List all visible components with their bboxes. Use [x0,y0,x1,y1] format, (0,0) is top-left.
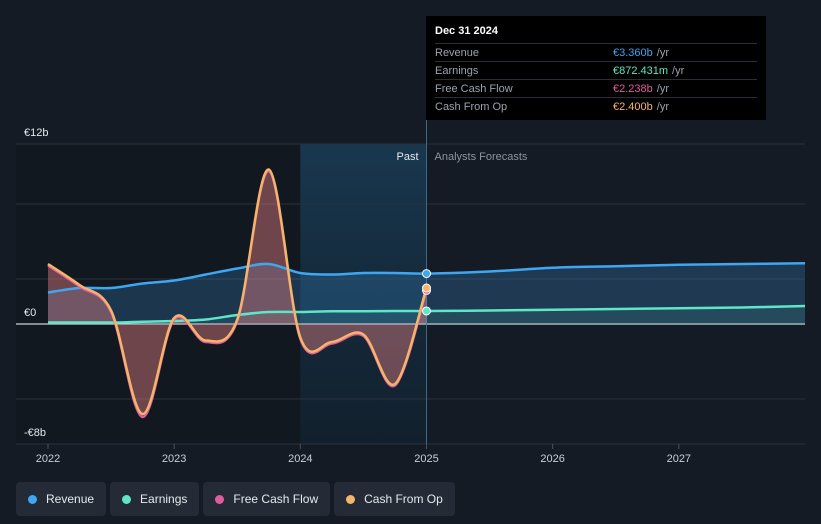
y-label-zero: €0 [24,307,36,319]
tooltip-label: Free Cash Flow [435,82,513,95]
free-cash-flow-dot-icon [215,494,225,504]
cash-from-op-dot-icon [346,494,356,504]
tooltip-value: €872.431m [613,64,669,77]
legend-item-revenue[interactable]: Revenue [16,482,107,516]
x-tick-label: 2025 [414,453,438,465]
cash-from-op-point [422,283,431,293]
tooltip-date: Dec 31 2024 [435,25,498,37]
legend-item-earnings[interactable]: Earnings [110,482,200,516]
legend-item-free-cash-flow[interactable]: Free Cash Flow [203,482,331,516]
tooltip-row-revenue: Revenue €3.360b /yr [435,43,757,61]
legend-item-cash-from-op[interactable]: Cash From Op [334,482,455,516]
x-tick-label: 2023 [162,453,186,465]
revenue-line [47,262,806,294]
cash-from-op-area [48,169,427,415]
tooltip-unit: /yr [656,82,669,95]
earnings-dot-icon [122,494,132,504]
y-label-top: €12b [24,127,48,139]
tooltip-label: Cash From Op [435,100,508,113]
legend: Revenue Earnings Free Cash Flow Cash Fro… [16,482,455,516]
financials-chart: €12b €0 -€8b 2022 2023 2024 2025 2026 2027 Past An… [16,120,806,465]
tooltip-label: Earnings [435,64,479,77]
tooltip-unit: /yr [672,64,685,77]
revenue-dot-icon [28,494,37,504]
cash-from-op-line [47,168,428,416]
tooltip-unit: /yr [656,100,669,113]
tooltip: Dec 31 2024 Revenue €3.360b /yr Earnings… [426,16,766,120]
forecast-label: Analysts Forecasts [435,151,528,163]
tooltip-value: €2.238b [613,82,653,95]
legend-label: Earnings [140,492,188,506]
legend-label: Cash From Op [364,492,443,506]
legend-label: Free Cash Flow [233,492,319,506]
x-tick-label: 2026 [540,453,564,465]
tooltip-unit: /yr [656,46,669,59]
legend-label: Revenue [46,492,95,506]
tooltip-row-fcf: Free Cash Flow €2.238b /yr [435,79,757,97]
tooltip-row-earnings: Earnings €872.431m /yr [435,61,757,79]
x-tick-label: 2022 [36,453,60,465]
x-tick-label: 2027 [667,453,691,465]
tooltip-value: €2.400b [613,100,653,113]
y-label-bottom: -€8b [24,427,46,439]
highlight-band [300,144,427,444]
revenue-point [422,269,431,279]
past-label: Past [396,151,418,163]
free-cash-flow-area [48,170,427,418]
tooltip-row-cfo: Cash From Op €2.400b /yr [435,97,757,115]
tooltip-label: Revenue [435,46,480,59]
earnings-point [422,306,431,316]
x-tick-label: 2024 [288,453,312,465]
tooltip-value: €3.360b [613,46,653,59]
